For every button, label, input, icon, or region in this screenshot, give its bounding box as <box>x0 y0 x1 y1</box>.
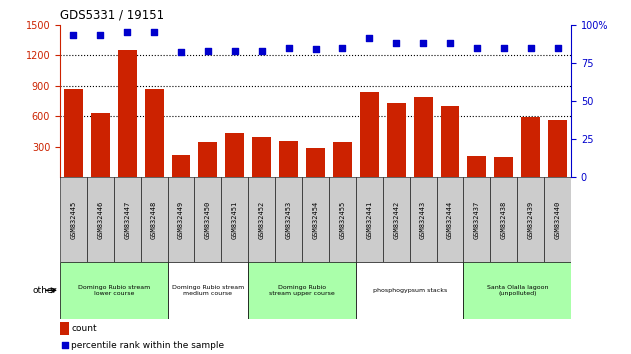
Bar <box>144 89 163 177</box>
Bar <box>302 177 329 262</box>
Text: GSM832452: GSM832452 <box>259 200 264 239</box>
Bar <box>141 177 168 262</box>
Bar <box>118 50 136 177</box>
Point <box>122 29 133 35</box>
Text: GSM832453: GSM832453 <box>286 200 292 239</box>
Point <box>418 40 428 46</box>
Bar <box>114 177 141 262</box>
Point <box>149 29 159 35</box>
Bar <box>87 177 114 262</box>
Bar <box>275 177 302 262</box>
Bar <box>60 322 69 335</box>
Text: GSM832450: GSM832450 <box>205 200 211 239</box>
Bar <box>517 177 544 262</box>
Text: Domingo Rubio stream
lower course: Domingo Rubio stream lower course <box>78 285 150 296</box>
Bar <box>463 177 490 262</box>
Bar <box>437 177 463 262</box>
Bar <box>172 155 191 177</box>
Point <box>472 45 482 50</box>
Bar <box>60 262 168 319</box>
Bar <box>468 156 487 177</box>
Text: GSM832445: GSM832445 <box>71 200 76 239</box>
Bar <box>60 177 87 262</box>
Bar <box>168 262 248 319</box>
Text: GSM832455: GSM832455 <box>339 200 345 239</box>
Bar <box>91 113 110 177</box>
Text: Domingo Rubio stream
medium course: Domingo Rubio stream medium course <box>172 285 244 296</box>
Point <box>445 40 455 46</box>
Text: GDS5331 / 19151: GDS5331 / 19151 <box>60 8 164 21</box>
Bar <box>521 117 540 177</box>
Bar <box>356 177 383 262</box>
Bar <box>463 262 571 319</box>
Point <box>68 33 78 38</box>
Bar <box>410 177 437 262</box>
Bar <box>548 120 567 177</box>
Point <box>59 342 69 348</box>
Bar <box>248 177 275 262</box>
Text: GSM832446: GSM832446 <box>97 200 103 239</box>
Bar <box>252 137 271 177</box>
Text: Santa Olalla lagoon
(unpolluted): Santa Olalla lagoon (unpolluted) <box>487 285 548 296</box>
Text: phosphogypsum stacks: phosphogypsum stacks <box>372 288 447 293</box>
Text: GSM832438: GSM832438 <box>501 200 507 239</box>
Point <box>283 45 293 50</box>
Bar <box>199 143 217 177</box>
Bar <box>248 262 356 319</box>
Bar <box>490 177 517 262</box>
Text: GSM832448: GSM832448 <box>151 200 157 239</box>
Bar <box>329 177 356 262</box>
Text: GSM832442: GSM832442 <box>393 200 399 239</box>
Text: GSM832447: GSM832447 <box>124 200 130 239</box>
Text: GSM832454: GSM832454 <box>312 200 319 239</box>
Point <box>498 45 509 50</box>
Bar <box>225 133 244 177</box>
Text: GSM832443: GSM832443 <box>420 200 426 239</box>
Text: percentile rank within the sample: percentile rank within the sample <box>71 341 224 350</box>
Text: GSM832437: GSM832437 <box>474 200 480 239</box>
Bar <box>383 177 410 262</box>
Point <box>310 46 321 52</box>
Bar <box>495 157 513 177</box>
Bar <box>64 89 83 177</box>
Bar <box>360 92 379 177</box>
Point <box>364 36 374 41</box>
Text: GSM832441: GSM832441 <box>367 200 372 239</box>
Bar <box>279 142 298 177</box>
Text: GSM832444: GSM832444 <box>447 200 453 239</box>
Text: count: count <box>71 324 97 333</box>
Bar <box>356 262 463 319</box>
Point <box>95 33 105 38</box>
Bar <box>194 177 221 262</box>
Point <box>526 45 536 50</box>
Text: GSM832440: GSM832440 <box>555 200 560 239</box>
Bar <box>333 142 352 177</box>
Point <box>391 40 401 46</box>
Text: Domingo Rubio
stream upper course: Domingo Rubio stream upper course <box>269 285 335 296</box>
Point <box>553 45 563 50</box>
Point <box>176 49 186 55</box>
Bar <box>440 106 459 177</box>
Bar <box>387 103 406 177</box>
Point <box>203 48 213 53</box>
Point <box>230 48 240 53</box>
Bar <box>414 97 432 177</box>
Point <box>257 48 267 53</box>
Bar <box>306 148 325 177</box>
Bar <box>168 177 194 262</box>
Bar <box>544 177 571 262</box>
Bar <box>221 177 248 262</box>
Text: GSM832451: GSM832451 <box>232 200 238 239</box>
Text: GSM832439: GSM832439 <box>528 200 534 239</box>
Point <box>338 45 348 50</box>
Text: GSM832449: GSM832449 <box>178 200 184 239</box>
Text: other: other <box>33 286 57 295</box>
